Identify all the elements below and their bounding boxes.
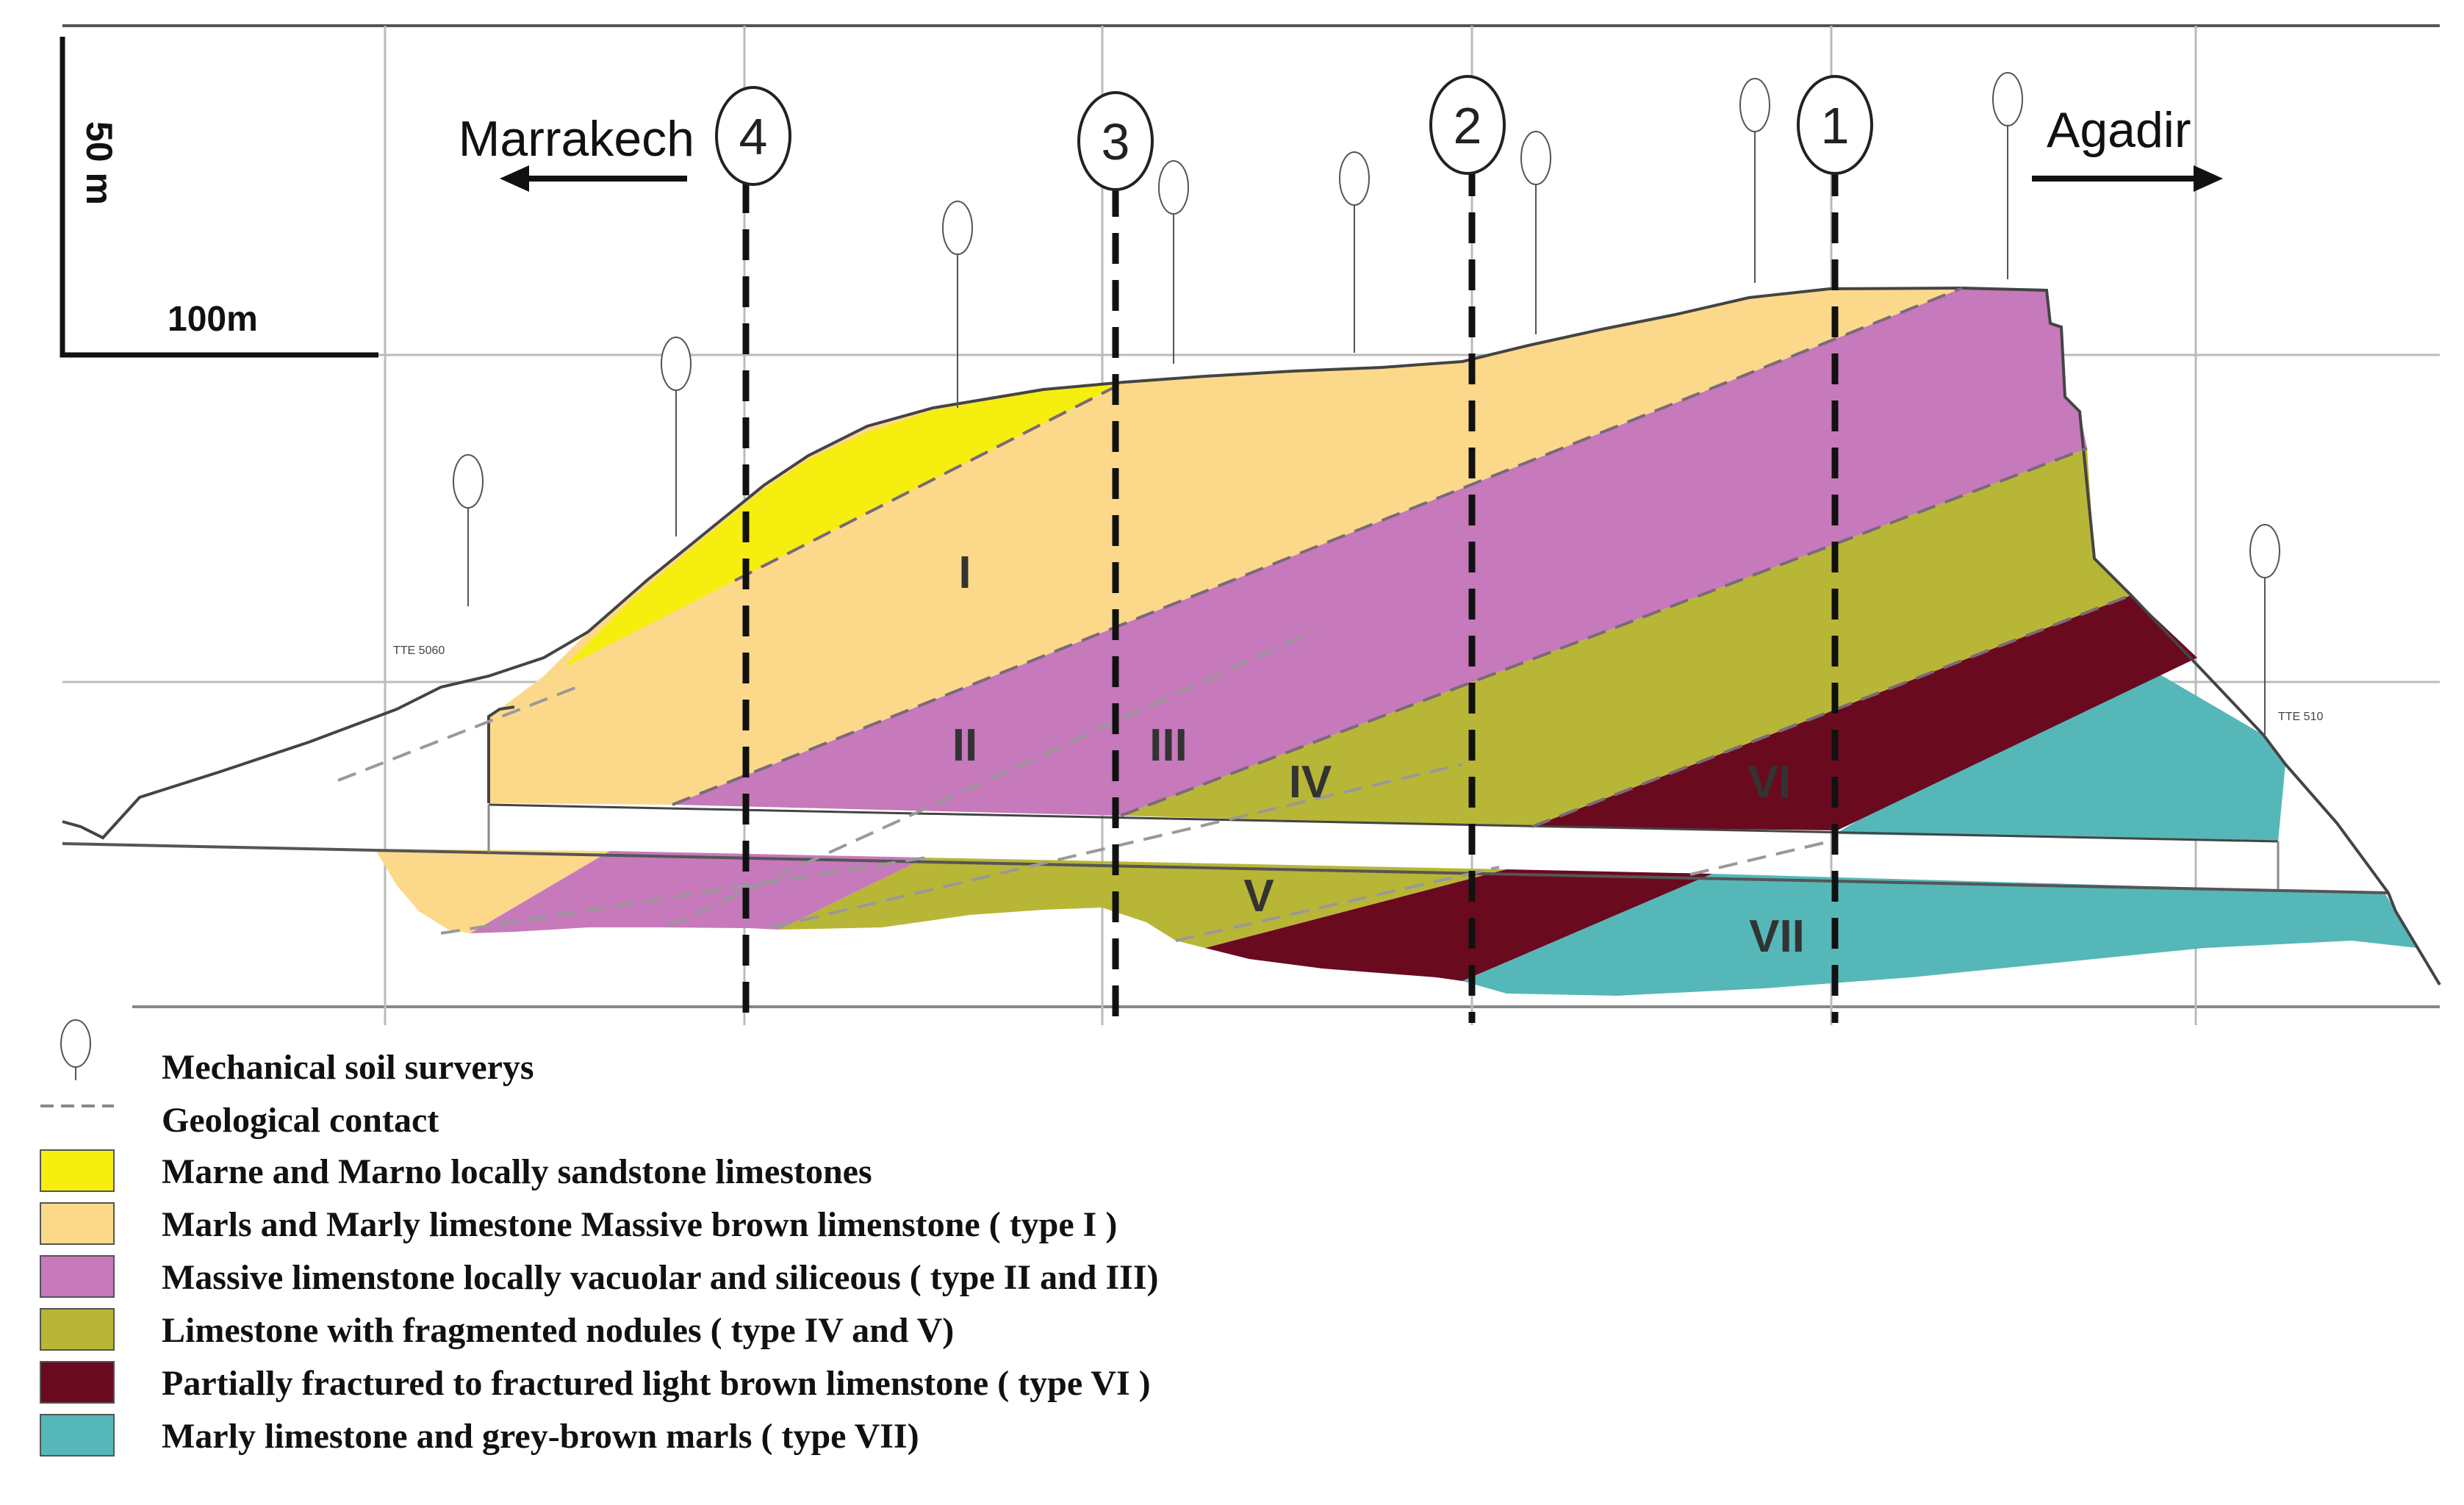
legend-label: Marls and Marly limestone Massive brown … <box>162 1205 1117 1244</box>
survey-pin-icon <box>453 454 484 606</box>
scale-bar: 50 m 100m <box>60 37 378 358</box>
unit-label-iv: IV <box>1289 757 1332 808</box>
layer-type-vii-lower <box>1462 874 2418 996</box>
legend-label: Marly limestone and grey-brown marls ( t… <box>162 1417 919 1456</box>
unit-labels: I II III IV V VI VII <box>952 547 1805 962</box>
survey-pin-icon <box>1992 72 2023 279</box>
survey-pin-icon <box>1339 151 1370 353</box>
upper-block <box>488 288 2285 843</box>
section-label-4: 4 <box>739 108 768 165</box>
legend-label: Marne and Marno locally sandstone limest… <box>162 1152 872 1191</box>
survey-pin-icon <box>2249 524 2280 735</box>
arrow-right-icon <box>2194 165 2223 192</box>
section-label-1: 1 <box>1821 97 1850 154</box>
legend-swatch <box>40 1361 115 1404</box>
section-marker-3: 3 <box>1077 91 1154 191</box>
geological-contacts <box>337 287 2132 942</box>
legend-item-type7: Marly limestone and grey-brown marls ( t… <box>40 1414 919 1456</box>
legend-swatch <box>40 1255 115 1298</box>
survey-pin-icon <box>1739 78 1770 283</box>
legend-swatch <box>40 1149 115 1192</box>
layer-type-iv-v-upper <box>1121 448 2131 827</box>
legend-swatch <box>40 1414 115 1456</box>
legend-item-type4-5: Limestone with fragmented nodules ( type… <box>40 1308 954 1351</box>
legend-label: Massive limenstone locally vacuolar and … <box>162 1258 1159 1297</box>
unit-label-v: V <box>1243 871 1274 922</box>
arrow-left-icon <box>500 165 529 192</box>
unit-label-vii: VII <box>1749 911 1805 962</box>
unit-label-i: I <box>958 547 971 598</box>
layer-type-i-lower <box>375 849 610 933</box>
layer-type-vi-upper <box>1532 595 2197 830</box>
legend-swatch <box>40 1308 115 1351</box>
layer-type-iv-v-lower <box>779 858 1506 948</box>
survey-pin-icon <box>1158 160 1189 364</box>
legend-label: Geological contact <box>162 1101 439 1140</box>
legend: Mechanical soil surverys Geological cont… <box>40 1019 1159 1456</box>
legend-item-survey: Mechanical soil surverys <box>60 1019 534 1087</box>
direction-marrakech: Marrakech <box>459 111 694 192</box>
direction-right-label: Agadir <box>2047 102 2191 158</box>
scale-horizontal-label: 100m <box>168 300 258 339</box>
section-lines <box>742 165 1839 1023</box>
survey-pin-icon <box>661 337 692 536</box>
legend-label: Partially fractured to fractured light b… <box>162 1364 1151 1403</box>
elevation-right: TTE 510 <box>2278 711 2323 723</box>
section-markers: 4 3 2 1 <box>715 75 1873 191</box>
layer-type-vii-upper <box>1835 658 2285 841</box>
legend-item-type6: Partially fractured to fractured light b… <box>40 1361 1151 1404</box>
layer-type-ii-iii-upper <box>672 288 2087 816</box>
section-label-3: 3 <box>1102 113 1130 170</box>
legend-item-contact: Geological contact <box>40 1101 439 1140</box>
section-marker-2: 2 <box>1429 75 1506 175</box>
lower-block <box>62 842 2418 996</box>
layer-type-vi-lower <box>1205 869 1712 981</box>
unit-label-ii: II <box>952 720 977 771</box>
survey-pin-icon <box>942 201 973 408</box>
legend-item-type1: Marls and Marly limestone Massive brown … <box>40 1202 1117 1245</box>
direction-agadir: Agadir <box>2032 102 2223 192</box>
layer-type-ii-iii-lower <box>470 851 926 933</box>
survey-pin-icon <box>1520 131 1551 334</box>
legend-item-type2-3: Massive limenstone locally vacuolar and … <box>40 1255 1159 1298</box>
direction-left-label: Marrakech <box>459 111 694 167</box>
legend-item-marne: Marne and Marno locally sandstone limest… <box>40 1149 872 1192</box>
section-marker-4: 4 <box>715 86 791 186</box>
legend-label: Mechanical soil surverys <box>162 1048 534 1087</box>
section-marker-1: 1 <box>1797 75 1873 175</box>
legend-swatch <box>40 1202 115 1245</box>
topography <box>62 286 2441 986</box>
survey-pin-icon <box>60 1019 91 1080</box>
unit-label-iii: III <box>1149 720 1188 771</box>
survey-markers <box>453 72 2280 735</box>
section-label-2: 2 <box>1454 97 1482 154</box>
legend-label: Limestone with fragmented nodules ( type… <box>162 1311 954 1350</box>
layer-type-i <box>489 288 1962 805</box>
unit-label-vi: VI <box>1748 757 1792 808</box>
scale-vertical-label: 50 m <box>79 121 120 205</box>
elevation-left: TTE 5060 <box>393 644 445 657</box>
